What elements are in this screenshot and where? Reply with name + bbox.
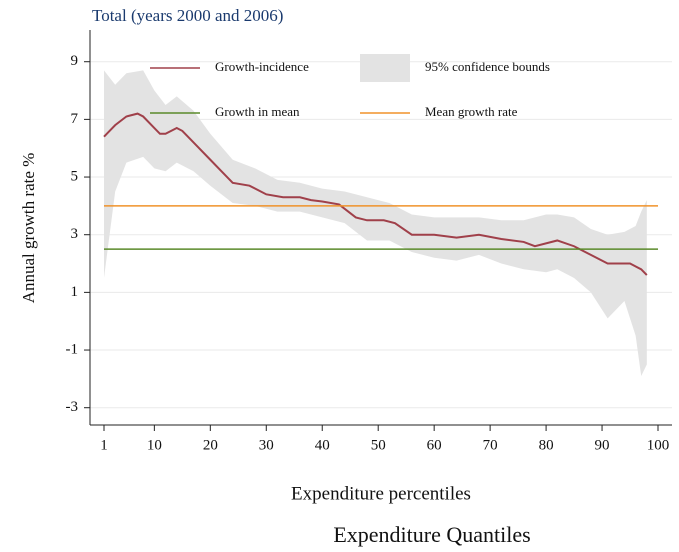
legend-label: 95% confidence bounds	[425, 59, 550, 74]
y-tick-label: 5	[71, 168, 79, 184]
y-axis-title: Annual growth rate %	[19, 153, 38, 304]
legend-swatch	[360, 54, 410, 82]
x-tick-label: 70	[483, 437, 498, 453]
legend-label: Growth-incidence	[215, 59, 309, 74]
x-tick-label: 50	[371, 437, 386, 453]
chart-title: Total (years 2000 and 2006)	[92, 6, 283, 25]
series-line	[103, 112, 648, 276]
x-tick-label: 1	[100, 437, 108, 453]
x-axis-title: Expenditure percentiles	[291, 483, 471, 504]
x-tick-label: 100	[647, 437, 670, 453]
y-tick-label: 9	[71, 53, 79, 69]
legend-label: Mean growth rate	[425, 104, 518, 119]
x-tick-label: 80	[539, 437, 554, 453]
confidence-band	[103, 70, 647, 376]
y-tick-label: 3	[71, 226, 79, 242]
caption: Expenditure Quantiles	[333, 522, 530, 547]
y-tick-label: -1	[66, 341, 79, 357]
x-tick-label: 40	[315, 437, 330, 453]
legend-label: Growth in mean	[215, 104, 300, 119]
x-tick-label: 10	[147, 437, 162, 453]
x-tick-label: 60	[427, 437, 442, 453]
y-tick-label: -3	[66, 399, 79, 415]
y-tick-label: 1	[71, 284, 79, 300]
x-tick-label: 90	[595, 437, 610, 453]
x-tick-label: 30	[259, 437, 274, 453]
x-tick-label: 20	[203, 437, 218, 453]
y-tick-label: 7	[71, 111, 79, 127]
